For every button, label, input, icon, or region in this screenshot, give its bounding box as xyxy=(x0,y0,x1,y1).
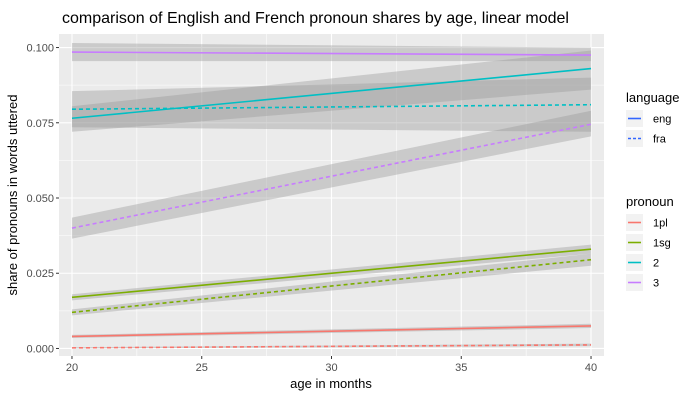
y-axis: 0.000 0.025 0.050 0.075 0.100 xyxy=(26,43,59,355)
series-line-2-fra xyxy=(71,103,592,111)
x-axis-title: age in months xyxy=(290,376,372,391)
series-line-1pl-eng xyxy=(71,325,592,338)
series-line-1pl-fra xyxy=(71,344,592,349)
x-tick-label: 40 xyxy=(585,362,597,374)
ci-ribbon-1sg-fra xyxy=(71,253,592,316)
legend-label: eng xyxy=(653,114,671,126)
y-tick-label: 0.075 xyxy=(26,118,54,130)
legend-label: 2 xyxy=(653,258,659,270)
y-axis-title: share of pronouns in words uttered xyxy=(5,95,20,296)
x-axis: 20 25 30 35 40 xyxy=(66,356,597,374)
series-line-1sg-fra xyxy=(71,258,592,314)
ci-ribbon-3-eng xyxy=(71,43,592,62)
series-line-2-eng xyxy=(71,67,592,120)
legend-label: 1sg xyxy=(653,238,671,250)
y-tick-label: 0.050 xyxy=(26,193,54,205)
legend-label: 3 xyxy=(653,278,659,290)
ci-ribbon-3-fra xyxy=(71,110,592,239)
legend-title: language xyxy=(626,90,680,105)
chart-title: comparison of English and French pronoun… xyxy=(62,10,569,27)
y-tick-label: 0.025 xyxy=(26,268,54,280)
x-tick-label: 25 xyxy=(196,362,208,374)
legend-title: pronoun xyxy=(626,194,674,209)
ci-ribbon-2-fra xyxy=(71,77,592,132)
x-tick-label: 30 xyxy=(325,362,337,374)
legend: language eng fra pronoun 1pl 1sg 2 3 xyxy=(626,90,680,291)
x-tick-label: 35 xyxy=(455,362,467,374)
ci-ribbon-2-eng xyxy=(71,50,592,132)
series-line-3-eng xyxy=(71,51,592,56)
x-tick-label: 20 xyxy=(66,362,78,374)
legend-label: 1pl xyxy=(653,218,668,230)
series-lines xyxy=(71,51,592,349)
y-tick-label: 0.100 xyxy=(26,43,54,55)
series-line-3-fra xyxy=(71,123,592,229)
y-tick-label: 0.000 xyxy=(26,343,54,355)
series-line-1sg-eng xyxy=(71,248,592,299)
legend-label: fra xyxy=(653,134,667,146)
